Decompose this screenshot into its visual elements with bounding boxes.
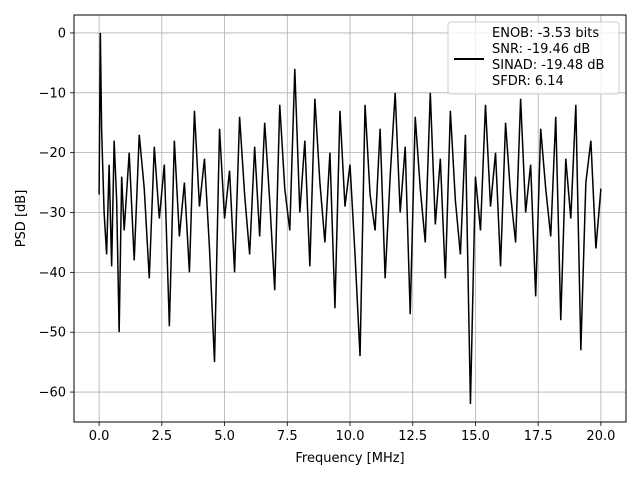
x-tick-label: 2.5: [151, 429, 172, 444]
y-tick-label: −10: [39, 86, 66, 101]
series-layer: [98, 32, 602, 405]
tick-marks: 0.0 2.5 5.0 7.5 10.0 12.5 15.0 17.5 20.0 0 −10 −20 −…: [39, 26, 616, 444]
x-tick-label: 12.5: [398, 429, 427, 444]
legend-sinad: SINAD: -19.48 dB: [492, 58, 604, 73]
legend-box: [447, 21, 620, 95]
x-tick-label: 5.0: [214, 429, 235, 444]
y-axis-label: PSD [dB]: [14, 190, 29, 248]
x-tick-label: 10.0: [336, 429, 365, 444]
x-tick-label: 20.0: [586, 429, 615, 444]
y-tick-label: −30: [39, 206, 66, 221]
y-tick-label: −50: [39, 326, 66, 341]
y-tick-label: 0: [58, 26, 66, 41]
y-tick-label: −40: [39, 266, 66, 281]
legend-sfdr: SFDR: 6.14: [492, 74, 564, 89]
x-tick-label: 7.5: [277, 429, 298, 444]
legend-snr: SNR: -19.46 dB: [492, 42, 590, 57]
x-axis-label: Frequency [MHz]: [295, 451, 404, 466]
y-tick-label: −20: [39, 146, 66, 161]
legend-enob: ENOB: -3.53 bits: [492, 26, 599, 41]
x-tick-label: 17.5: [524, 429, 553, 444]
psd-series-line: [98, 32, 602, 405]
x-tick-label: 15.0: [461, 429, 490, 444]
y-tick-label: −60: [39, 386, 66, 401]
legend: ENOB: -3.53 bits SNR: -19.46 dB SINAD: -…: [447, 21, 620, 95]
x-tick-label: 0.0: [89, 429, 110, 444]
